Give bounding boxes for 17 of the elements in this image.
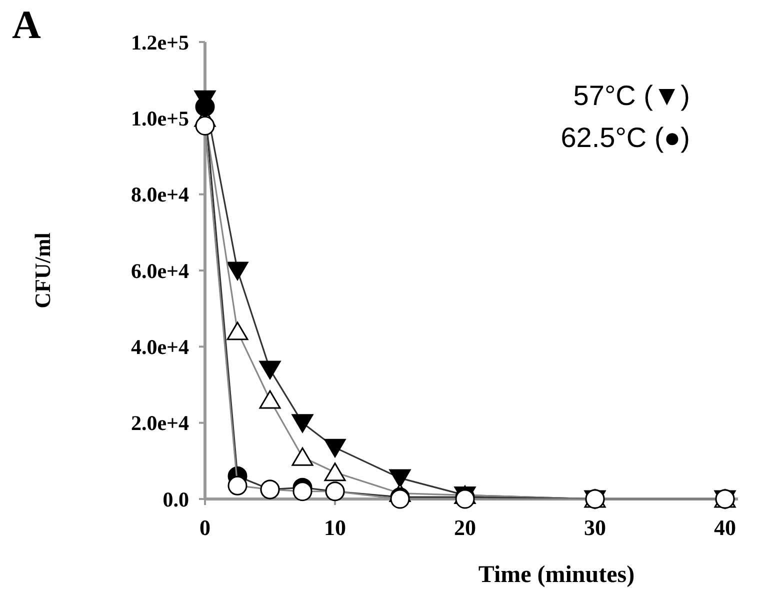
y-tick-label: 1.2e+5 [130,30,189,54]
x-axis-title: Time (minutes) [478,562,635,588]
chart-title: A [12,2,41,47]
x-tick-label: 10 [324,515,346,540]
y-tick-label: 1.0e+5 [130,106,189,131]
y-tick-label: 4.0e+4 [130,335,190,360]
x-tick-label: 20 [454,515,476,540]
y-tick-label: 6.0e+4 [130,258,190,283]
y-tick-label: 0.0 [162,487,189,512]
y-tick-label: 2.0e+4 [130,411,190,436]
x-tick-label: 30 [584,515,606,540]
x-tick-label: 40 [714,515,736,540]
y-axis-title: CFU/ml [30,232,55,308]
y-tick-label: 8.0e+4 [130,182,190,207]
annotation: 57°C (▼) [573,80,690,111]
annotation: 62.5°C (●) [560,122,690,153]
x-tick-label: 0 [200,515,210,540]
